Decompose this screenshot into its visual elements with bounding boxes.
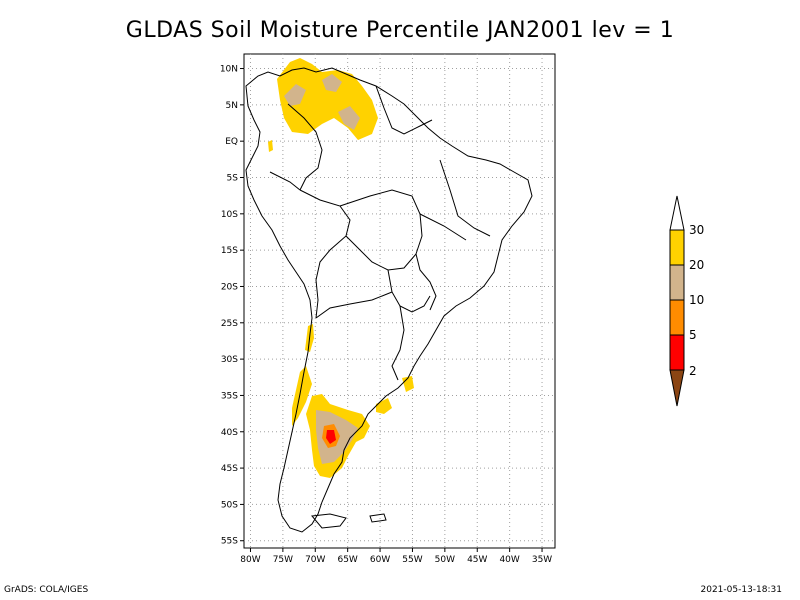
border-argentina [315,291,393,319]
lon-tick-label: 35W [532,555,552,565]
legend-swatch-30 [669,229,685,266]
legend-label-2: 2 [689,364,697,378]
legend-top-arrow [669,195,685,231]
border-brazil-west [339,189,437,311]
border-bolivia [345,235,417,271]
border-brazil-states-1 [439,159,491,237]
lon-tick-label: 80W [240,555,260,565]
lat-tick-label: 5N [226,101,238,111]
border-andes [299,189,351,319]
percentile-shading [268,58,414,478]
legend-label-10: 10 [689,293,704,307]
lat-tick-label: 50S [221,500,238,510]
south-america-outline [245,67,533,533]
footer-timestamp: 2021-05-13-18:31 [700,585,783,595]
shade-north-tan-3 [322,74,342,92]
lat-tick-label: 20S [221,282,238,292]
lat-tick-label: 5S [227,174,239,184]
lon-tick-label: 60W [370,555,390,565]
legend-swatch-5 [669,334,685,371]
shade-uruguay-yellow [402,376,414,392]
lon-tick-label: 55W [402,555,422,565]
border-brazil-states-2 [419,213,467,241]
lat-tick-label: 30S [221,355,238,365]
plot-frame [243,53,556,549]
latitude-tick-labels: 10N 5N EQ 5S 10S 15S 20S 25S 30S 35S 40S 45S 50S 55S [220,65,244,547]
lat-tick-label: 10N [220,65,238,75]
longitude-tick-labels: 80W 75W 70W 65W 60W 55W 50W 45W 40W 35W [240,548,552,565]
tierra-del-fuego [311,513,347,529]
border-peru [269,171,301,191]
lon-tick-label: 65W [337,555,357,565]
map-title: GLDAS Soil Moisture Percentile JAN2001 l… [125,18,675,43]
lat-tick-label: 15S [221,246,238,256]
colorbar-legend: 30 20 10 5 2 [669,195,704,407]
lat-tick-label: 25S [221,319,238,329]
legend-swatch-20 [669,264,685,301]
shade-north-tan-2 [338,106,360,130]
lon-tick-label: 45W [467,555,487,565]
coastline [245,67,533,533]
lon-tick-label: 40W [499,555,519,565]
border-guianas [375,85,433,135]
legend-label-30: 30 [689,223,704,237]
lat-tick-label: 35S [221,391,238,401]
shade-ecuador-yellow [268,140,273,152]
legend-label-5: 5 [689,328,697,342]
border-paraguay [387,269,431,313]
lon-tick-label: 70W [305,555,325,565]
lat-tick-label: 55S [221,537,238,547]
lat-tick-label: 40S [221,428,238,438]
legend-swatch-10 [669,299,685,336]
legend-label-20: 20 [689,258,704,272]
lon-tick-label: 50W [435,555,455,565]
shade-north-tan [284,84,306,106]
lat-tick-label: EQ [225,137,238,147]
lat-tick-label: 45S [221,464,238,474]
legend-bottom-arrow [669,369,685,407]
lon-tick-label: 75W [273,555,293,565]
border-uruguay [391,305,405,381]
lat-tick-label: 10S [221,210,238,220]
falklands [369,513,387,523]
shade-argentina-red [326,430,336,444]
footer-credit: GrADS: COLA/IGES [4,585,89,595]
border-colombia [287,103,323,191]
